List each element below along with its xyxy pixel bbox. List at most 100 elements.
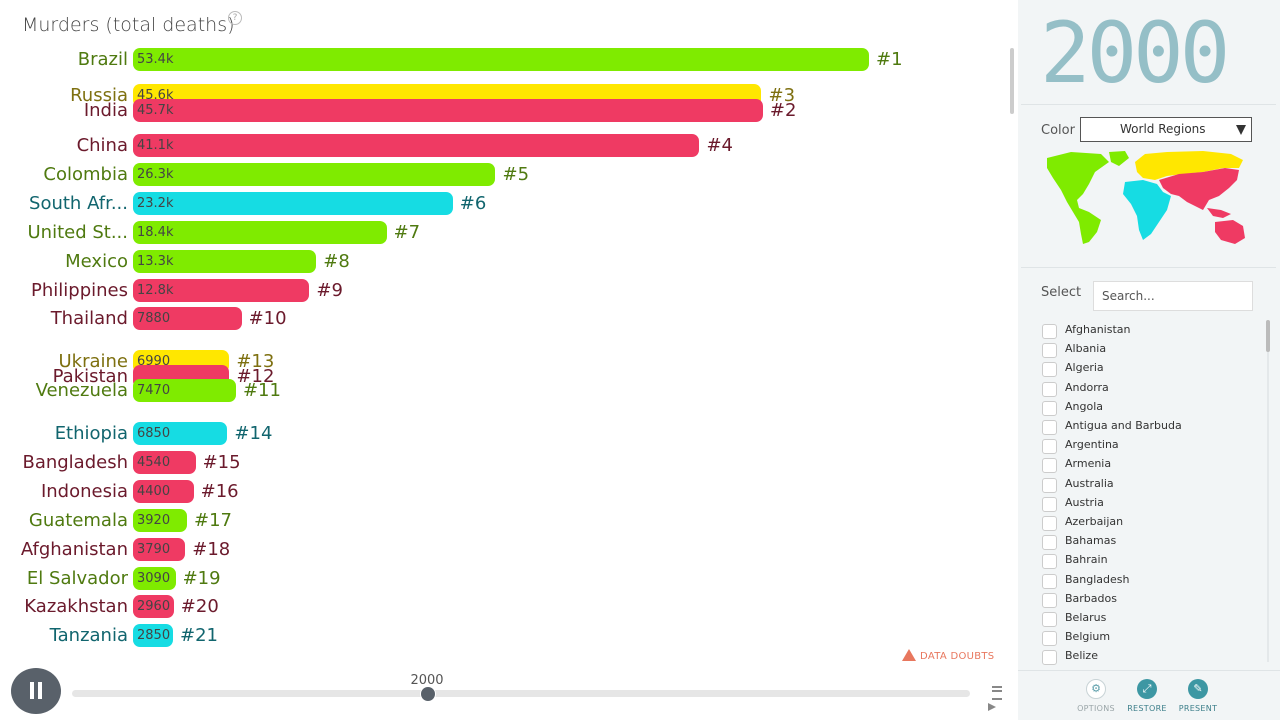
country-label[interactable]: China [76,135,128,156]
bar[interactable] [133,99,763,122]
checkbox[interactable] [1042,439,1057,455]
checkbox[interactable] [1042,535,1057,551]
checkbox[interactable] [1042,496,1057,512]
list-item[interactable]: Algeria [1040,360,1260,379]
checkbox[interactable] [1042,458,1057,474]
chart-scrollbar[interactable] [1010,48,1014,114]
bar[interactable] [133,624,173,647]
country-label[interactable]: Thailand [50,308,128,329]
list-item[interactable]: Bahamas [1040,533,1260,552]
country-label[interactable]: Guatemala [28,510,128,531]
country-label[interactable]: India [83,100,128,121]
bar-value-label: 45.7k [137,103,174,118]
checkbox[interactable] [1042,477,1057,493]
list-item[interactable]: Belarus [1040,610,1260,629]
timeslider-handle[interactable] [420,686,436,702]
checkbox[interactable] [1042,554,1057,570]
bar[interactable] [133,279,310,302]
bar[interactable] [133,422,228,445]
bar[interactable] [133,379,236,402]
bar[interactable] [133,480,194,503]
list-item[interactable]: Albania [1040,341,1260,360]
country-label[interactable]: Bangladesh [22,452,128,473]
list-item[interactable]: Angola [1040,399,1260,418]
checkbox[interactable] [1042,420,1057,435]
help-icon[interactable]: ? [228,11,242,25]
rank-label: #12 [236,366,275,387]
checkbox[interactable] [1042,324,1057,339]
expand-icon: ⤢ [1137,679,1157,699]
checkbox[interactable] [1042,650,1057,665]
country-label[interactable]: Tanzania [49,625,128,646]
checkbox[interactable] [1042,516,1057,531]
options-button[interactable]: ⚙ OPTIONS [1071,679,1121,713]
bar[interactable] [133,163,496,186]
pause-button[interactable] [11,668,61,714]
checkbox[interactable] [1042,362,1057,378]
list-item[interactable]: Belgium [1040,629,1260,648]
bar[interactable] [133,451,196,474]
present-button[interactable]: ✎ PRESENT [1173,679,1223,713]
list-item[interactable]: Argentina [1040,437,1260,456]
country-label[interactable]: Ukraine [58,351,128,372]
bar[interactable] [133,192,453,215]
checkbox[interactable] [1042,400,1057,416]
list-item[interactable]: Australia [1040,476,1260,495]
checkbox[interactable] [1042,343,1057,359]
country-label[interactable]: Venezuela [35,380,128,401]
country-name: Belize [1065,649,1098,663]
rank-label: #6 [459,193,487,214]
bar[interactable] [133,250,317,273]
list-item[interactable]: Armenia [1040,456,1260,475]
list-item[interactable]: Andorra [1040,380,1260,399]
checkbox[interactable] [1042,381,1057,397]
country-label[interactable]: Brazil [77,49,128,70]
bar[interactable] [133,509,188,532]
bar-value-label: 2960 [137,599,171,614]
country-label[interactable]: Kazakhstan [24,596,128,617]
bar[interactable] [133,221,387,244]
list-item[interactable]: Bahrain [1040,552,1260,571]
country-label[interactable]: Indonesia [40,481,128,502]
checkbox[interactable] [1042,631,1057,647]
country-label[interactable]: Philippines [31,280,128,301]
data-doubts-link[interactable]: DATA DOUBTS [902,649,994,662]
list-item[interactable]: Azerbaijan [1040,514,1260,533]
list-scrollbar[interactable] [1266,320,1270,352]
search-input[interactable] [1093,281,1253,311]
play-forward-icon[interactable] [988,703,996,711]
speed-icon[interactable] [992,686,1002,700]
list-scroll-track [1267,352,1269,662]
country-name: Andorra [1065,380,1109,394]
list-item[interactable]: Antigua and Barbuda [1040,418,1260,437]
color-select[interactable]: World Regions [1080,117,1252,142]
country-label[interactable]: Russia [70,85,128,106]
bar[interactable] [133,48,869,71]
timeslider-track[interactable] [72,690,970,697]
country-label[interactable]: Ethiopia [54,423,128,444]
checkbox[interactable] [1042,592,1057,608]
list-item[interactable]: Afghanistan [1040,322,1260,341]
list-item[interactable]: Bangladesh [1040,572,1260,591]
country-label[interactable]: South Afr... [29,193,128,214]
bar[interactable] [133,134,700,157]
rank-label: #14 [234,423,273,444]
list-item[interactable]: Austria [1040,495,1260,514]
list-item[interactable]: Belize [1040,648,1260,665]
country-label[interactable]: El Salvador [26,568,128,589]
bar[interactable] [133,538,186,561]
bar[interactable] [133,567,176,590]
restore-button[interactable]: ⤢ RESTORE [1122,679,1172,713]
bar-value-label: 13.3k [137,254,174,269]
country-label[interactable]: Afghanistan [20,539,128,560]
country-label[interactable]: Mexico [65,251,128,272]
country-label[interactable]: United St... [27,222,128,243]
bar[interactable] [133,307,242,330]
checkbox[interactable] [1042,612,1057,627]
world-map[interactable] [1043,150,1249,246]
checkbox[interactable] [1042,573,1057,589]
list-item[interactable]: Barbados [1040,591,1260,610]
country-label[interactable]: Pakistan [52,366,128,387]
country-label[interactable]: Colombia [43,164,128,185]
bar[interactable] [133,595,174,618]
